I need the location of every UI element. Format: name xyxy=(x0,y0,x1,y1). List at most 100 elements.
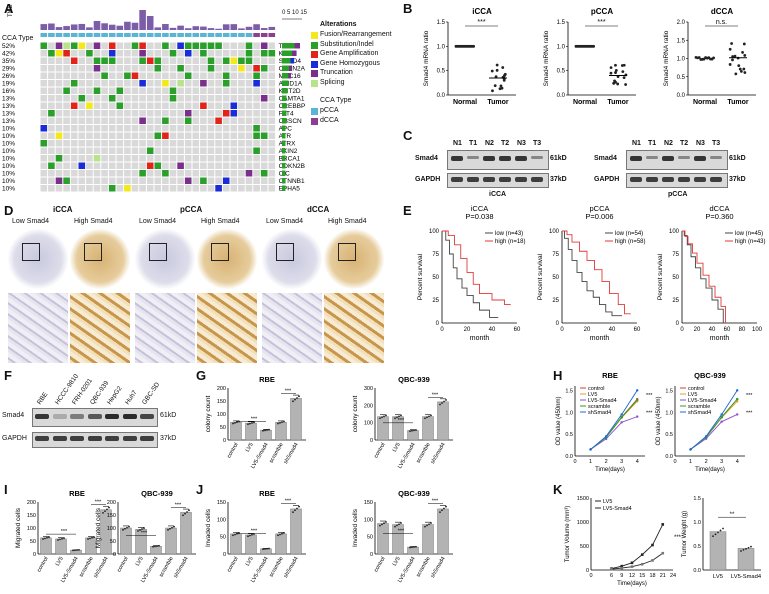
alteration-cell xyxy=(131,72,139,79)
alteration-cell xyxy=(260,110,268,117)
panel-label-i: I xyxy=(4,482,8,497)
tumor-point xyxy=(742,42,746,46)
h-point xyxy=(620,416,623,419)
alteration-cell xyxy=(177,125,184,132)
alteration-cell xyxy=(40,162,48,169)
bar-point xyxy=(156,545,158,548)
gene-freq-bar xyxy=(282,110,287,116)
tmb-bar xyxy=(162,24,169,30)
h-xtick: 4 xyxy=(736,459,739,465)
bar xyxy=(377,523,389,555)
k-vol-ylabel: Tumor Volume (mm³) xyxy=(565,506,571,562)
bar xyxy=(422,524,434,555)
alteration-cell xyxy=(169,140,177,147)
alteration-cell xyxy=(222,170,230,177)
sig-label: *** xyxy=(432,392,439,398)
alteration-cell xyxy=(238,170,245,177)
alteration-cell xyxy=(169,132,177,139)
alteration-cell xyxy=(63,95,70,102)
alteration-cell xyxy=(55,95,63,102)
alteration-cell xyxy=(253,185,260,192)
tmb-bar xyxy=(169,27,177,30)
alteration-cell xyxy=(192,125,200,132)
k-weight-xlabel: LV5-Smad4 xyxy=(731,574,762,580)
gene-freq-bar xyxy=(282,50,297,56)
alteration-cell xyxy=(124,57,131,64)
cca-type-cell xyxy=(48,33,55,37)
proliferation-curves: RBE 0.0 0.5 1.0 1.5 0 1 2 3 4 Time(days) OD value (… xyxy=(556,371,753,473)
alteration-cell xyxy=(86,147,93,154)
alteration-cell xyxy=(268,155,276,162)
alteration-cell xyxy=(215,57,222,64)
bar xyxy=(437,401,449,441)
bar-point xyxy=(139,529,141,531)
alteration-cell xyxy=(116,162,124,169)
e-pvalue: P=0.006 xyxy=(585,212,613,221)
bar-point xyxy=(396,524,398,527)
bar-xlabel: shSmad4 xyxy=(430,442,447,465)
bar-point xyxy=(249,422,251,425)
bar-ytick: 100 xyxy=(27,526,36,532)
alteration-cell xyxy=(192,110,200,117)
alteration-cell xyxy=(222,50,230,57)
gapdh-band xyxy=(467,177,479,182)
bar-xlabel: LV5 xyxy=(135,556,145,567)
alteration-cell xyxy=(230,132,238,139)
tmb-bar xyxy=(124,21,131,30)
e-ylabel: Percent survival xyxy=(657,253,664,300)
bar-xlabel: LV5 xyxy=(55,556,65,567)
alteration-cell xyxy=(131,162,139,169)
alteration-cell xyxy=(40,102,48,109)
alteration-cell xyxy=(63,177,70,184)
alteration-cell xyxy=(48,155,55,162)
bar-ytick: 50 xyxy=(110,539,116,545)
low-survival-curve xyxy=(562,230,622,317)
alteration-cell xyxy=(154,177,162,184)
bar-ytick: 0 xyxy=(33,552,36,558)
bar xyxy=(260,429,272,441)
bar xyxy=(165,527,177,555)
alteration-cell xyxy=(162,125,169,132)
alteration-cell xyxy=(154,102,162,109)
b-xlabel: Tumor xyxy=(727,99,749,106)
alteration-cell xyxy=(162,110,169,117)
alteration-cell xyxy=(108,125,116,132)
h-point xyxy=(736,400,739,403)
c-smad4-kd: 61kD xyxy=(729,155,746,162)
high-smad4-core xyxy=(324,229,384,289)
bar-point xyxy=(57,539,59,541)
bar-point xyxy=(61,537,63,540)
alteration-cell xyxy=(207,140,215,147)
d-low-label: Low Smad4 xyxy=(12,218,49,225)
alteration-cell xyxy=(184,125,192,132)
alteration-cell xyxy=(78,50,86,57)
alteration-cell xyxy=(238,102,245,109)
h-ytick: 0.5 xyxy=(665,432,673,438)
alteration-cell xyxy=(253,72,260,79)
alteration-cell xyxy=(48,177,55,184)
alteration-cell xyxy=(139,65,146,72)
alteration-cell xyxy=(48,80,55,87)
cca-legend-swatch xyxy=(311,108,318,115)
alteration-cell xyxy=(40,65,48,72)
alteration-cell xyxy=(48,72,55,79)
tmb-bar xyxy=(215,28,222,30)
alteration-cell xyxy=(268,185,276,192)
e-xlabel: month xyxy=(470,335,490,342)
gene-freq-bar xyxy=(282,73,291,79)
tumor-point xyxy=(614,71,617,74)
alteration-cell xyxy=(108,177,116,184)
bar-ytick: 150 xyxy=(27,513,36,519)
gene-freq-bar xyxy=(282,133,286,139)
alteration-cell xyxy=(245,95,253,102)
tmb-bar xyxy=(55,27,63,30)
alteration-cell xyxy=(207,42,215,49)
bar xyxy=(275,422,287,441)
sig-label: *** xyxy=(432,499,439,505)
bar-point xyxy=(379,524,381,527)
alteration-cell xyxy=(215,162,222,169)
alteration-cell xyxy=(131,177,139,184)
bar-point xyxy=(296,507,298,510)
bar xyxy=(100,509,112,555)
alteration-cell xyxy=(230,117,238,124)
